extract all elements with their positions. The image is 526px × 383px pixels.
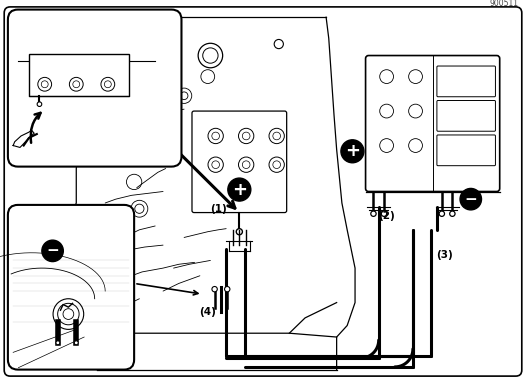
Circle shape (341, 140, 364, 163)
FancyBboxPatch shape (29, 54, 129, 96)
Circle shape (56, 341, 60, 345)
FancyBboxPatch shape (8, 205, 134, 370)
FancyBboxPatch shape (366, 56, 500, 192)
Circle shape (371, 211, 376, 216)
Text: +: + (232, 181, 247, 198)
FancyBboxPatch shape (437, 135, 495, 166)
Circle shape (74, 341, 78, 345)
Text: (3): (3) (436, 250, 453, 260)
FancyBboxPatch shape (437, 66, 495, 97)
FancyBboxPatch shape (4, 7, 522, 376)
Text: −: − (46, 243, 59, 259)
Circle shape (212, 286, 217, 292)
Circle shape (450, 211, 455, 216)
Circle shape (228, 178, 251, 201)
Circle shape (381, 211, 387, 216)
FancyBboxPatch shape (437, 100, 495, 131)
Text: (1): (1) (210, 204, 227, 214)
Text: (4): (4) (199, 307, 216, 317)
FancyBboxPatch shape (192, 111, 287, 213)
Circle shape (37, 102, 42, 106)
Circle shape (236, 229, 242, 235)
Text: 900511: 900511 (489, 0, 518, 8)
Circle shape (42, 240, 63, 262)
Text: (2): (2) (378, 211, 395, 221)
Circle shape (225, 286, 230, 292)
FancyBboxPatch shape (8, 10, 181, 167)
Text: −: − (464, 192, 477, 207)
Circle shape (439, 211, 444, 216)
Text: +: + (345, 142, 360, 160)
Circle shape (460, 188, 481, 210)
